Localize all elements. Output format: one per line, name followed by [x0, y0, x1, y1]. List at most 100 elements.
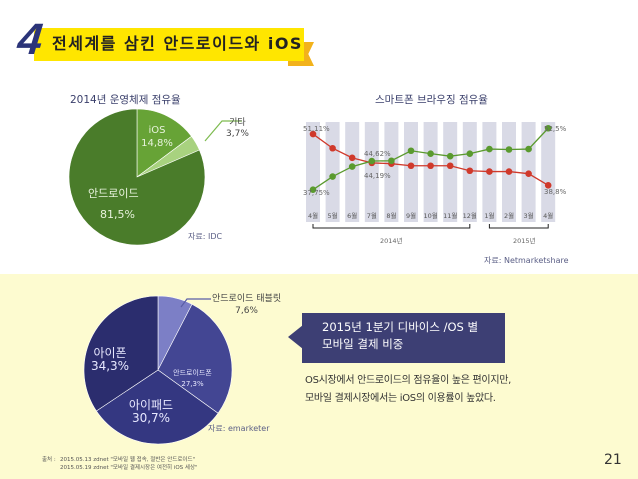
year-2014-label: 2014년 — [380, 237, 403, 245]
ipad-label: 아이패드 30,7% — [123, 399, 179, 425]
point-red — [348, 154, 356, 162]
red-start-label: 51,11% — [303, 125, 330, 133]
point-red — [486, 168, 493, 175]
green-end-label: 52,5% — [544, 125, 567, 133]
ios-label-value: 14,8% — [141, 138, 173, 149]
footnote-label: 출처 : — [42, 457, 56, 463]
ipad-label-value: 30,7% — [131, 411, 171, 425]
os-share-pie — [68, 108, 242, 246]
os-share-slice-1 — [136, 108, 192, 178]
point-red — [544, 182, 552, 189]
ios-label: iOS 14,8% — [135, 124, 179, 150]
device-payment-slice-3 — [83, 295, 159, 412]
point-green — [329, 173, 336, 180]
month-label: 2월 — [504, 211, 514, 220]
bracket-2015 — [488, 224, 549, 229]
month-label: 11월 — [443, 211, 457, 220]
point-green — [407, 147, 415, 155]
iphone-label-name: 아이폰 — [93, 346, 127, 360]
ipad-label-name: 아이패드 — [128, 398, 174, 412]
android-phone-label: 안드로이드폰 27,3% — [165, 368, 220, 390]
callout-box — [302, 313, 505, 363]
month-bar — [384, 122, 399, 222]
point-green — [348, 163, 356, 170]
month-label: 10월 — [423, 211, 437, 220]
bracket-2014 — [312, 224, 471, 229]
month-bar — [306, 122, 320, 222]
point-red — [309, 130, 317, 138]
device-payment-pie — [83, 295, 233, 445]
os-share-title: 2014년 운영체제 점유율 — [70, 94, 181, 106]
month-label: 4월 — [308, 211, 318, 220]
point-red — [407, 162, 415, 170]
month-label: 4월 — [543, 211, 553, 220]
browsing-title: 스마트폰 브라우징 점유율 — [375, 94, 488, 106]
section-number: 4 — [15, 15, 46, 64]
tablet-leader-line — [180, 298, 211, 308]
page-number: 21 — [604, 452, 622, 468]
android-label: 안드로이드 81,5% — [88, 183, 139, 225]
month-bar — [423, 122, 438, 222]
device-payment-slice-2 — [95, 369, 219, 445]
title-banner — [34, 28, 304, 61]
footnote: 출처 : 2015.05.13 zdnet "모바일 웹 접속, 절반은 안드로… — [42, 456, 198, 472]
ios-label-name: iOS — [148, 125, 166, 136]
other-label-value: 3,7% — [226, 129, 249, 139]
iphone-label: 아이폰 34,3% — [85, 347, 135, 373]
month-bar — [325, 122, 340, 222]
callout-line-2: 모바일 결제 비중 — [322, 337, 404, 351]
point-green — [368, 157, 376, 165]
green-cross-label: 44,62% — [364, 150, 391, 158]
green-start-label: 37,75% — [303, 189, 330, 197]
point-red — [466, 167, 474, 175]
point-green — [544, 124, 552, 132]
body-text: OS시장에서 안드로이드의 점유율이 높은 편이지만, 모바일 결제시장에서는 … — [305, 372, 511, 408]
os-share-source: 자료: IDC — [188, 232, 223, 241]
legend-leader-line — [204, 120, 242, 142]
browsing-line-chart: 4월 5월 6월 7월 8월 9월 10월 11월 12월 1월 2월 3월 4월 — [306, 122, 556, 229]
point-red — [525, 170, 532, 177]
point-green — [427, 150, 434, 157]
android-phone-label-value: 27,3% — [181, 380, 204, 388]
tablet-label-name: 안드로이드 태블릿 — [212, 294, 282, 304]
point-red — [446, 162, 454, 170]
month-label: 12월 — [463, 211, 477, 220]
month-bar — [541, 122, 556, 222]
other-label-name: 기타 — [229, 118, 246, 128]
month-label: 7월 — [367, 211, 377, 220]
device-payment-slice-1 — [157, 303, 233, 414]
point-green — [446, 152, 454, 160]
callout-line-1: 2015년 1분기 디바이스 /OS 별 — [322, 320, 479, 334]
page-title: 전세계를 삼킨 안드로이드와 iOS — [52, 34, 303, 53]
month-bar — [345, 122, 360, 222]
point-green — [388, 157, 395, 165]
browsing-source: 자료: Netmarketshare — [484, 256, 569, 265]
month-label: 9월 — [406, 211, 416, 220]
callout-arrow — [288, 325, 303, 349]
month-label: 8월 — [386, 211, 396, 220]
month-label: 1월 — [484, 211, 494, 220]
year-2015-label: 2015년 — [513, 237, 536, 245]
month-bar — [364, 122, 379, 222]
red-end-label: 38,8% — [544, 188, 567, 196]
android-label-value: 81,5% — [100, 208, 135, 221]
point-red — [427, 162, 434, 170]
point-red — [329, 144, 336, 152]
point-red — [505, 168, 513, 175]
month-bar — [404, 122, 418, 222]
point-green — [505, 146, 513, 153]
month-label: 6월 — [347, 211, 357, 220]
month-label: 5월 — [328, 211, 338, 220]
device-payment-source: 자료: emarketer — [208, 424, 270, 433]
other-label: 기타 3,7% — [226, 118, 249, 140]
point-green — [466, 150, 474, 157]
iphone-label-value: 34,3% — [90, 359, 130, 373]
footnote-line-2: 2015.05.19 zdnet "모바일 결제시장은 여전히 iOS 세상" — [60, 465, 198, 471]
body-line-2: 모바일 결제시장에서는 iOS의 이용률이 높았다. — [305, 393, 496, 404]
callout-text: 2015년 1분기 디바이스 /OS 별 모바일 결제 비중 — [322, 319, 478, 353]
footnote-line-1: 2015.05.13 zdnet "모바일 웹 접속, 절반은 안드로이드" — [60, 457, 196, 463]
month-label: 3월 — [524, 211, 534, 220]
android-label-name: 안드로이드 — [88, 187, 139, 200]
tablet-label-value: 7,6% — [235, 306, 258, 316]
body-line-1: OS시장에서 안드로이드의 점유율이 높은 편이지만, — [305, 375, 512, 386]
